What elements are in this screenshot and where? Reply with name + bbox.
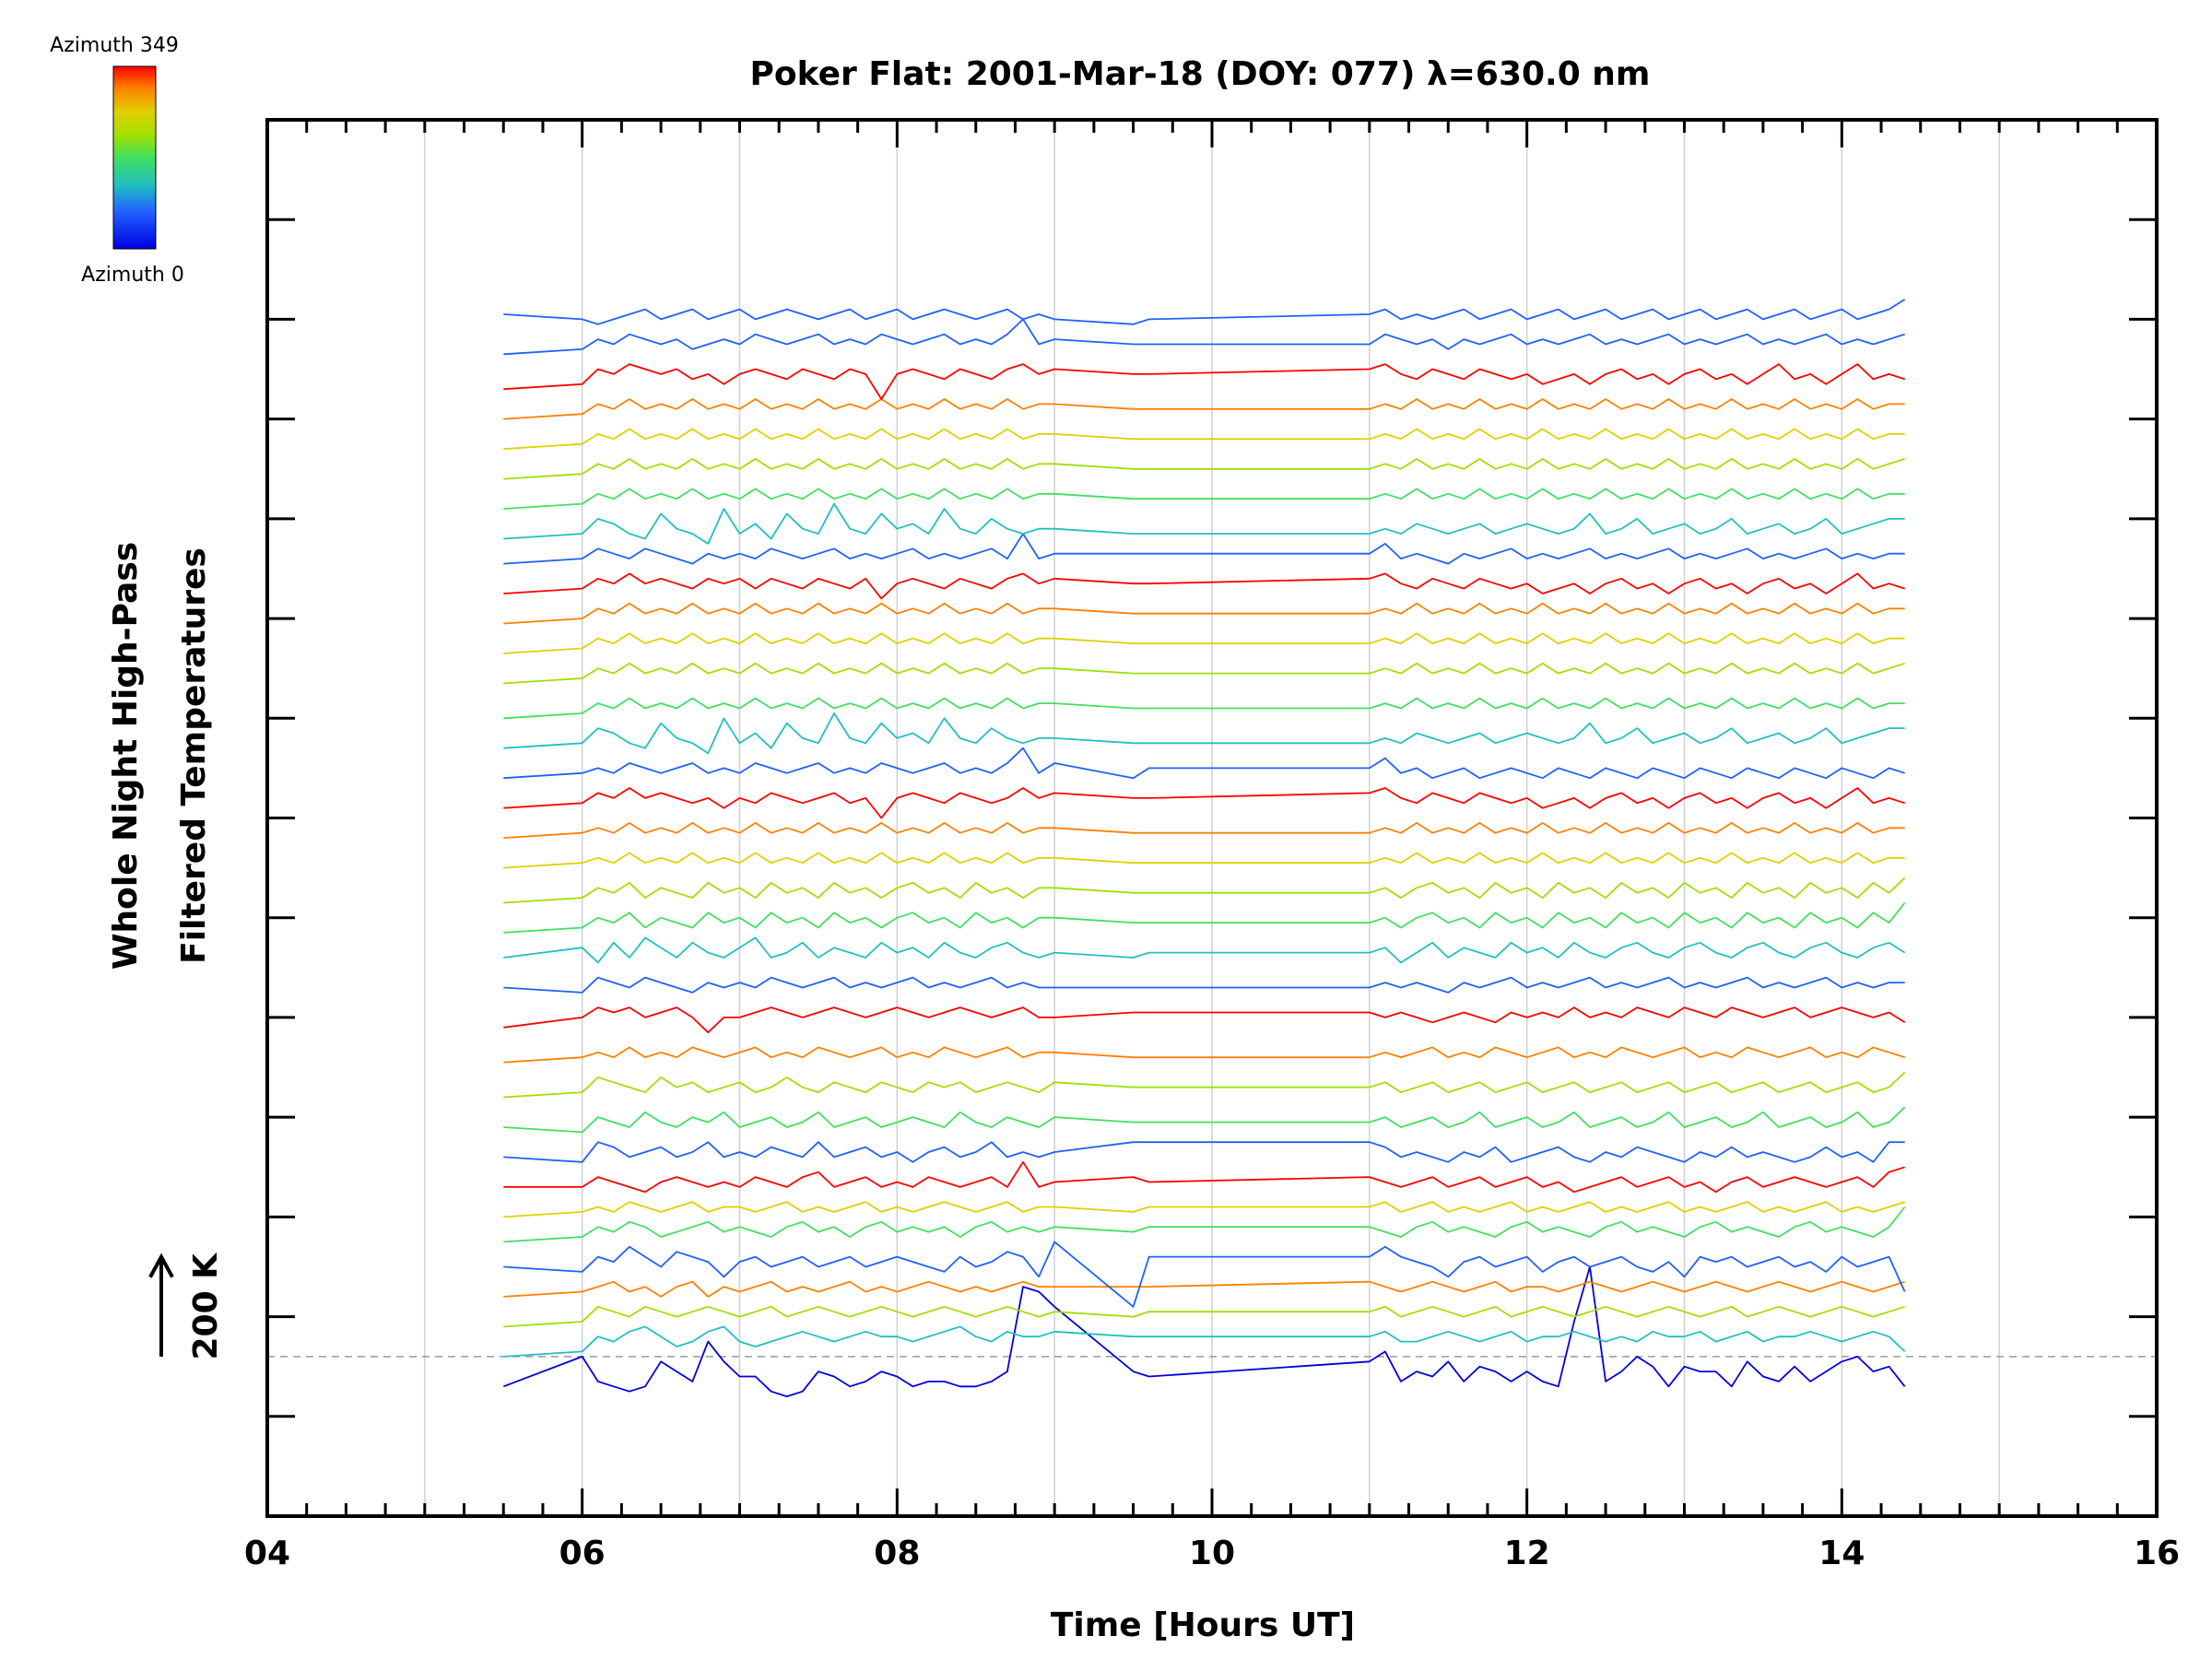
x-axis-label: Time [Hours UT] <box>1051 1606 1355 1644</box>
legend-colorbar <box>112 65 157 250</box>
x-tick-label: 12 <box>1504 1535 1550 1572</box>
chart-title: Poker Flat: 2001-Mar-18 (DOY: 077) λ=630… <box>750 55 1651 93</box>
legend-top-label: Azimuth 349 <box>50 34 179 57</box>
series-line <box>503 1325 1906 1358</box>
series-line <box>503 428 1905 450</box>
series-line <box>503 1106 1906 1134</box>
series-line <box>503 697 1905 720</box>
series-line <box>503 1046 1905 1064</box>
series-lines <box>502 299 1906 1397</box>
series-line <box>503 1305 1905 1328</box>
scale-bar-label-group: 200 K <box>187 1253 225 1360</box>
series-line <box>503 602 1905 625</box>
series-line <box>503 1280 1905 1298</box>
azimuth-colorbar-legend: Azimuth 349 Azimuth 0 <box>50 34 184 287</box>
x-ticks <box>265 120 2159 1516</box>
series-line <box>503 533 1905 565</box>
scale-bar-label: 200 K <box>187 1253 225 1360</box>
series-line <box>503 398 1905 420</box>
y-ticks <box>267 218 2157 1418</box>
series-line <box>503 877 1906 904</box>
series-line <box>503 488 1905 510</box>
series-line <box>503 901 1906 934</box>
series-line <box>503 936 1906 964</box>
series-line <box>503 1071 1906 1099</box>
series-line <box>503 852 1905 869</box>
series-line <box>503 1160 1905 1194</box>
x-tick-label: 08 <box>874 1535 920 1572</box>
series-line <box>503 632 1905 654</box>
series-line <box>503 787 1905 819</box>
y-axis-label: Whole Night High-Pass <box>107 542 145 970</box>
series-line <box>503 712 1905 755</box>
series-line <box>503 822 1905 839</box>
x-tick-label: 04 <box>244 1535 290 1572</box>
series-line <box>503 572 1905 600</box>
series-line <box>503 457 1905 480</box>
x-tick-label: 16 <box>2134 1535 2180 1572</box>
series-line <box>503 1141 1905 1163</box>
y-axis-label-line1: Whole Night High-Pass <box>107 542 145 970</box>
series-line <box>503 1201 1905 1218</box>
x-tick-label: 06 <box>559 1535 606 1572</box>
y-axis-label-line2: Filtered Temperatures <box>175 547 213 964</box>
x-tick-label: 10 <box>1189 1535 1235 1572</box>
series-line <box>503 318 1905 356</box>
series-line <box>502 1265 1906 1397</box>
series-line <box>503 976 1905 994</box>
x-grid-lines <box>424 120 2000 1516</box>
series-line <box>503 747 1905 780</box>
x-tick-label: 14 <box>1818 1535 1865 1572</box>
series-line <box>503 502 1905 545</box>
series-line <box>503 1241 1906 1308</box>
scale-bar-arrowhead <box>148 1253 174 1278</box>
series-line <box>503 299 1906 325</box>
scale-bar: 200 K <box>148 1253 225 1360</box>
x-tick-labels: 04 06 08 10 12 14 16 <box>244 1535 2180 1572</box>
legend-bottom-label: Azimuth 0 <box>81 264 184 287</box>
series-line <box>503 1206 1906 1243</box>
series-line <box>503 662 1905 685</box>
series-line <box>503 363 1905 400</box>
series-line <box>503 1006 1906 1034</box>
y-axis-label-2: Filtered Temperatures <box>175 547 213 964</box>
